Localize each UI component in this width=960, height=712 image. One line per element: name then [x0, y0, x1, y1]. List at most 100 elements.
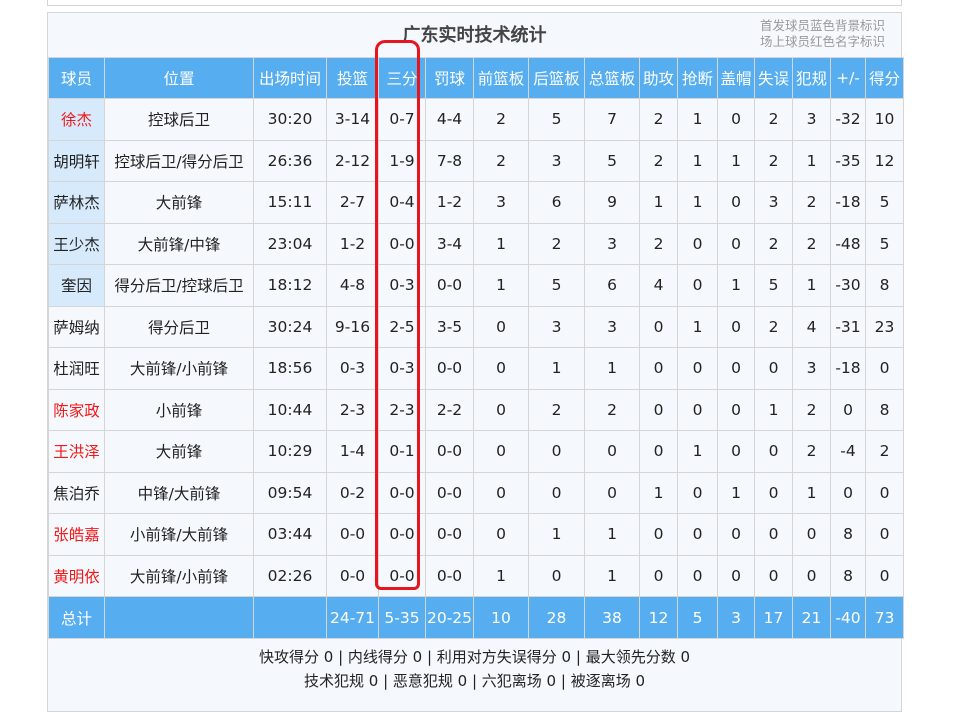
total-cell: 21 [792, 596, 831, 639]
stat-cell: 控球后卫 [104, 98, 254, 141]
stat-cell: 9 [584, 181, 640, 224]
stat-cell: 1 [677, 181, 718, 224]
column-header[interactable]: 前篮板 [473, 57, 529, 99]
stat-cell: 3-4 [425, 222, 474, 265]
stat-cell: 2 [754, 305, 793, 348]
stat-cell: 1 [717, 139, 755, 182]
stat-cell: 0 [717, 554, 755, 597]
column-header[interactable]: 球员 [48, 57, 105, 99]
stat-cell: 2-12 [326, 139, 379, 182]
stat-cell: 0-0 [378, 513, 426, 556]
stat-cell: 0 [717, 305, 755, 348]
stat-cell: 0 [830, 388, 866, 431]
stat-cell: 1 [717, 264, 755, 307]
column-header[interactable]: 抢断 [677, 57, 718, 99]
stat-cell: 0 [865, 513, 904, 556]
stat-cell: 0 [677, 471, 718, 514]
stat-cell: 中锋/大前锋 [104, 471, 254, 514]
stat-cell: 0-0 [378, 554, 426, 597]
stat-cell: 7 [584, 98, 640, 141]
player-name[interactable]: 萨林杰 [48, 181, 105, 224]
stat-cell: 3-5 [425, 305, 474, 348]
stat-cell: 0 [677, 222, 718, 265]
stat-cell: 1 [639, 181, 678, 224]
stat-cell: 5 [754, 264, 793, 307]
column-header[interactable]: 助攻 [639, 57, 678, 99]
stat-cell: 1 [528, 513, 585, 556]
column-header[interactable]: 罚球 [425, 57, 474, 99]
stat-cell: 3-14 [326, 98, 379, 141]
player-name[interactable]: 黄明依 [48, 554, 105, 597]
stat-cell: 0-0 [425, 264, 474, 307]
player-name[interactable]: 徐杰 [48, 98, 105, 141]
player-name[interactable]: 张皓嘉 [48, 513, 105, 556]
column-header[interactable]: 犯规 [792, 57, 831, 99]
stat-cell: 09:54 [253, 471, 327, 514]
stat-cell: 2-3 [326, 388, 379, 431]
column-header[interactable]: 后篮板 [528, 57, 585, 99]
stat-cell: 大前锋 [104, 181, 254, 224]
stat-cell: 0 [473, 347, 529, 390]
table-row: 萨姆纳 得分后卫 30:24 9-16 2-5 3-5 0 3 3 0 1 0 2 4 -31 23 [48, 305, 904, 348]
column-header[interactable]: 出场时间 [253, 57, 327, 99]
stat-cell: 10 [865, 98, 904, 141]
player-name[interactable]: 王少杰 [48, 222, 105, 265]
column-header[interactable]: +/- [830, 57, 866, 99]
stat-cell: 1 [528, 347, 585, 390]
stat-cell: 0-1 [378, 430, 426, 473]
player-name[interactable]: 杜润旺 [48, 347, 105, 390]
column-header[interactable]: 盖帽 [717, 57, 755, 99]
stat-cell: -30 [830, 264, 866, 307]
player-name[interactable]: 王洪泽 [48, 430, 105, 473]
stat-cell: 0 [717, 388, 755, 431]
stat-cell: 30:24 [253, 305, 327, 348]
column-header[interactable]: 总篮板 [584, 57, 640, 99]
column-header[interactable]: 投篮 [326, 57, 379, 99]
stat-cell: 0 [830, 471, 866, 514]
stat-cell: 0 [865, 471, 904, 514]
stat-cell: 1 [677, 98, 718, 141]
stat-cell: 0 [754, 554, 793, 597]
player-name[interactable]: 奎因 [48, 264, 105, 307]
stat-cell: 0-0 [378, 222, 426, 265]
stat-cell: 6 [584, 264, 640, 307]
stat-cell: 1 [792, 139, 831, 182]
stat-cell: 0-0 [425, 347, 474, 390]
stat-cell: 7-8 [425, 139, 474, 182]
player-name[interactable]: 萨姆纳 [48, 305, 105, 348]
stat-cell: 0 [754, 347, 793, 390]
stat-cell: 0 [639, 388, 678, 431]
column-header[interactable]: 位置 [104, 57, 254, 99]
stat-cell: 2 [754, 98, 793, 141]
stat-cell: 1 [754, 388, 793, 431]
stat-cell: 12 [865, 139, 904, 182]
table-row: 张皓嘉 小前锋/大前锋 03:44 0-0 0-0 0-0 0 1 1 0 0 0 0 0 8 0 [48, 513, 904, 556]
stat-cell: 0 [865, 554, 904, 597]
stat-cell: -48 [830, 222, 866, 265]
player-name[interactable]: 胡明轩 [48, 139, 105, 182]
stat-cell: 0 [792, 554, 831, 597]
stat-cell: 0 [865, 347, 904, 390]
total-cell: 12 [639, 596, 678, 639]
total-cell: 24-71 [326, 596, 379, 639]
total-cell: 5 [677, 596, 718, 639]
stat-cell: 10:44 [253, 388, 327, 431]
stat-cell: 5 [584, 139, 640, 182]
column-header[interactable]: 三分 [378, 57, 426, 99]
stat-cell: 0-0 [425, 430, 474, 473]
stat-cell: 0 [677, 513, 718, 556]
stat-cell: 1-4 [326, 430, 379, 473]
stat-cell: 0 [717, 222, 755, 265]
player-name[interactable]: 焦泊乔 [48, 471, 105, 514]
stat-cell: 02:26 [253, 554, 327, 597]
stat-cell: 0 [473, 305, 529, 348]
stat-cell: 0 [473, 388, 529, 431]
player-name[interactable]: 陈家政 [48, 388, 105, 431]
column-header[interactable]: 失误 [754, 57, 793, 99]
column-header[interactable]: 得分 [865, 57, 904, 99]
stat-cell: 23:04 [253, 222, 327, 265]
stat-cell: 小前锋/大前锋 [104, 513, 254, 556]
table-row: 徐杰 控球后卫 30:20 3-14 0-7 4-4 2 5 7 2 1 0 2 3 -32 10 [48, 98, 904, 141]
table-row: 王洪泽 大前锋 10:29 1-4 0-1 0-0 0 0 0 0 1 0 0 2 -4 2 [48, 430, 904, 473]
stat-cell: 2 [473, 98, 529, 141]
